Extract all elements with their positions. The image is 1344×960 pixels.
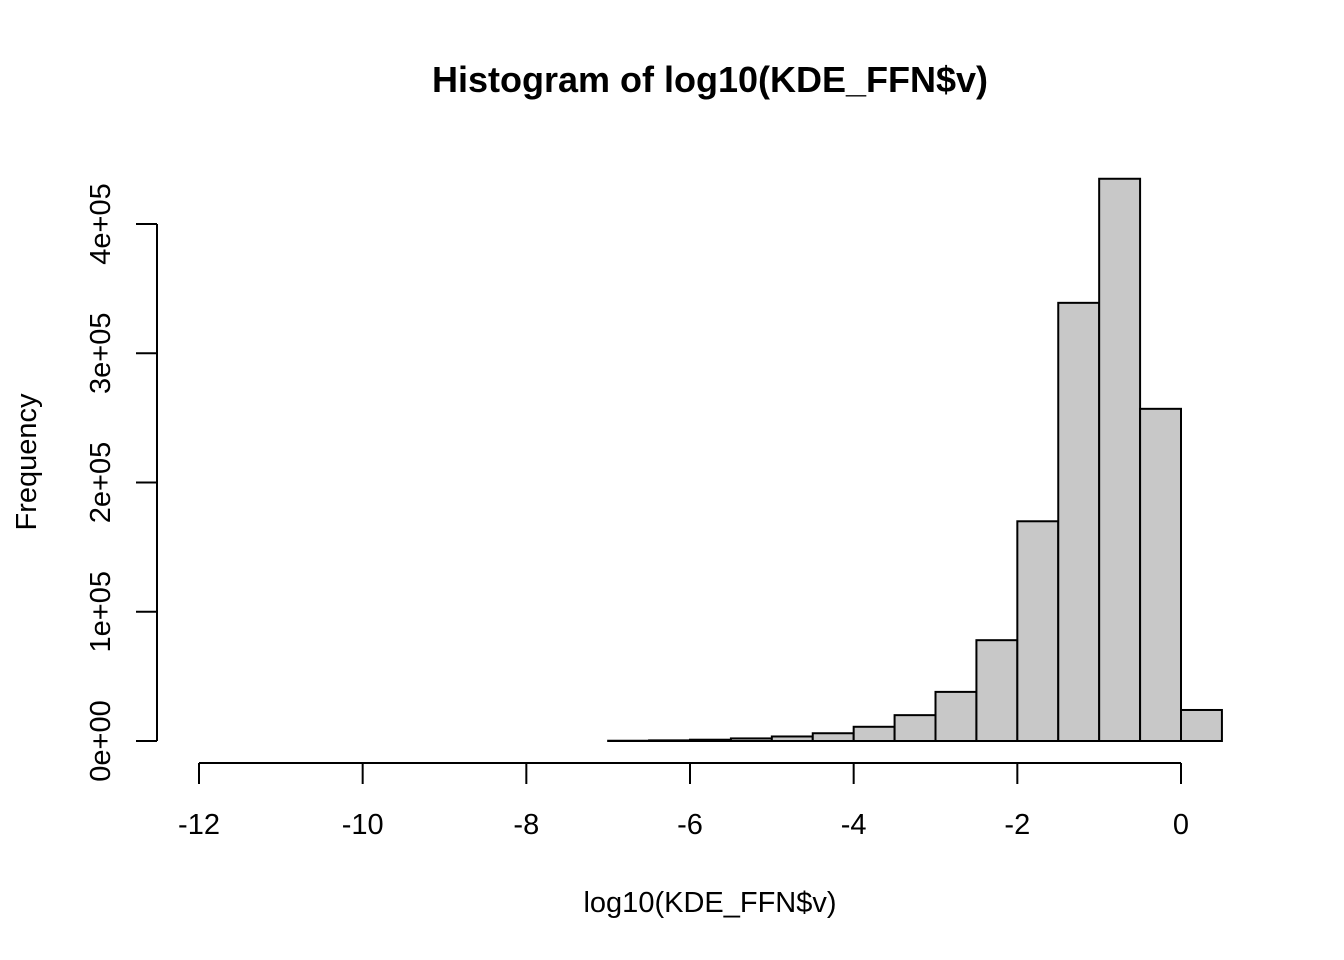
histogram-bar: [975, 639, 1019, 742]
y-axis-label: Frequency: [11, 393, 43, 531]
histogram-bar: [893, 714, 937, 743]
x-tick-label: -4: [841, 809, 867, 841]
histogram-bar: [1180, 708, 1223, 742]
histogram-bar: [729, 737, 773, 742]
x-tick-label: -12: [178, 809, 220, 841]
y-tick-label: 4e+05: [85, 183, 117, 264]
y-tick-label: 3e+05: [85, 313, 117, 394]
histogram-bar: [770, 735, 814, 743]
chart-title: Histogram of log10(KDE_FFN$v): [432, 59, 988, 100]
y-axis: 0e+00 1e+05 2e+05 3e+05 4e+05: [85, 183, 158, 782]
x-tick-label: -6: [677, 809, 703, 841]
histogram-bar: [689, 738, 732, 743]
histogram-bar: [1139, 407, 1183, 742]
x-tick-label: 0: [1173, 809, 1189, 841]
x-tick-label: -8: [513, 809, 539, 841]
x-tick-label: -10: [342, 809, 384, 841]
x-tick-label: -2: [1004, 809, 1030, 841]
x-axis-label: log10(KDE_FFN$v): [583, 887, 836, 919]
histogram-bars: [607, 177, 1223, 743]
histogram-bar: [811, 732, 855, 742]
x-axis: -12 -10 -8 -6 -4 -2 0: [178, 762, 1189, 841]
y-tick-label: 0e+00: [85, 700, 117, 781]
y-tick-label: 2e+05: [85, 442, 117, 523]
histogram-bar: [1016, 520, 1060, 743]
y-tick-label: 1e+05: [85, 571, 117, 652]
histogram-bar: [648, 739, 691, 743]
histogram-bar: [1098, 177, 1142, 742]
histogram-bar: [852, 725, 896, 742]
histogram-bar: [1057, 301, 1101, 742]
histogram-bar: [934, 690, 978, 743]
